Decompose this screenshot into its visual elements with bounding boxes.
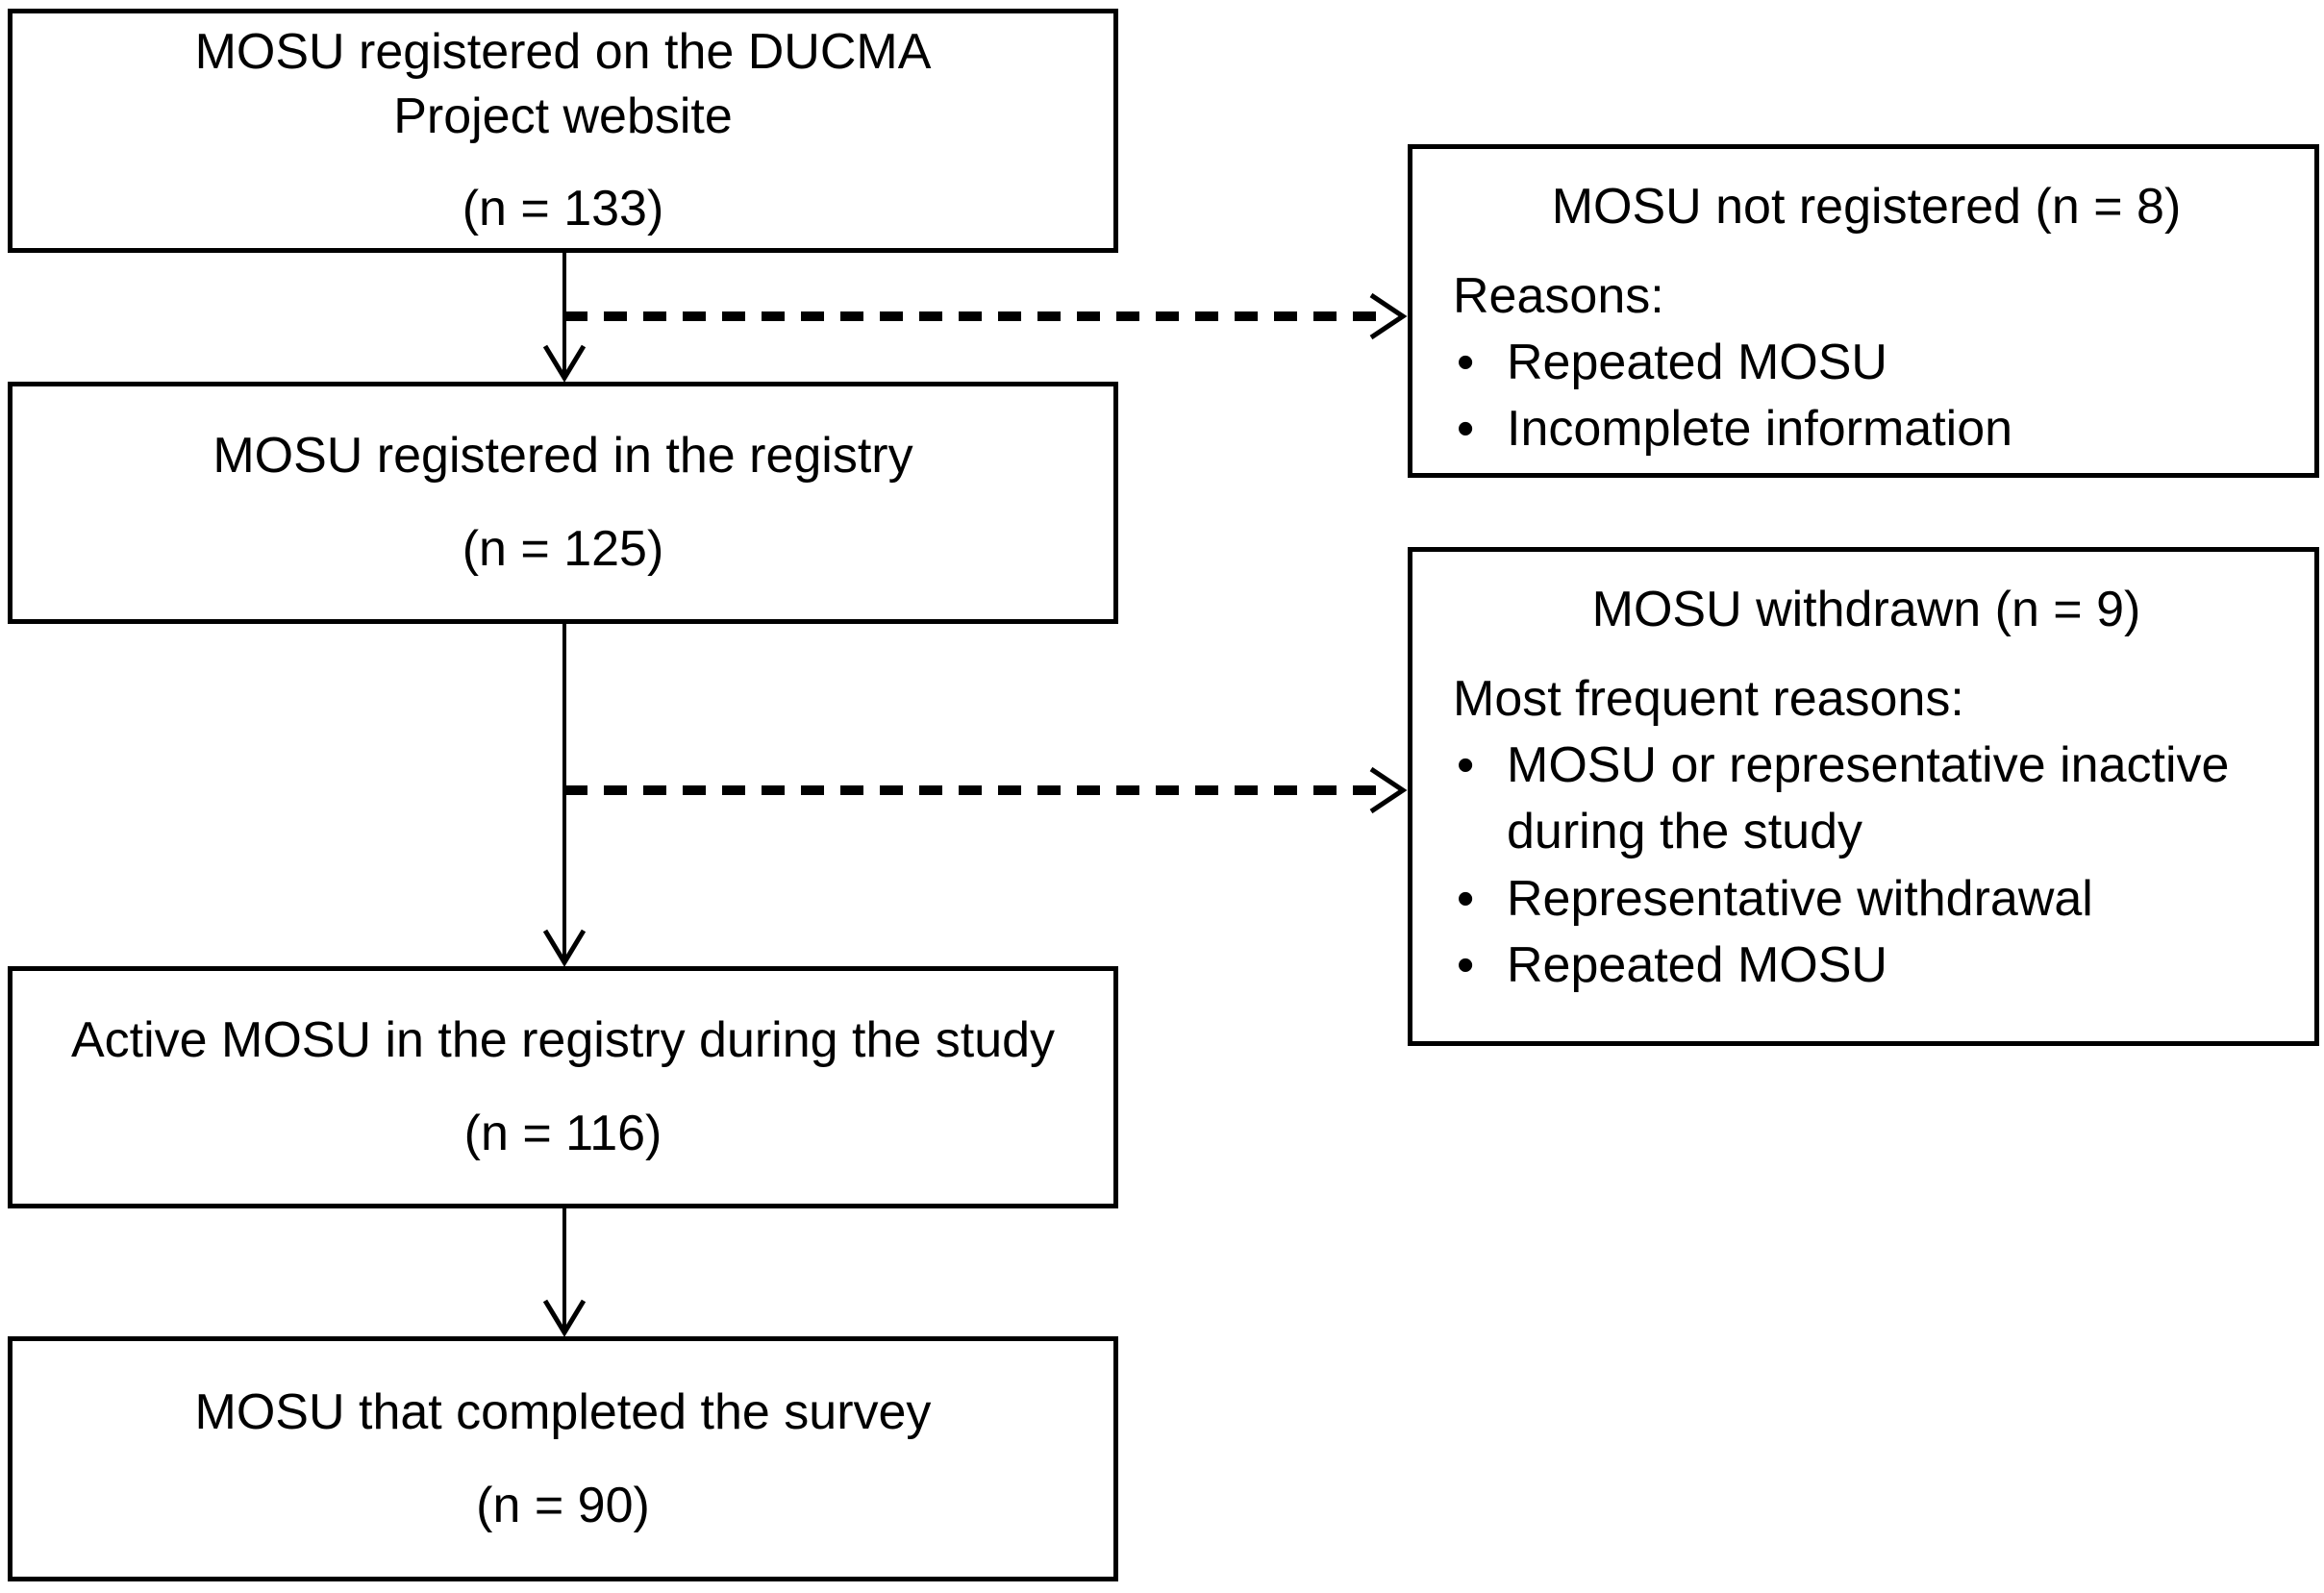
reason-item: Repeated MOSU	[1453, 330, 2280, 396]
dashed-arrow-not-registered	[564, 292, 1408, 340]
reasons-label: Reasons:	[1453, 268, 1664, 325]
flow-box-title: MOSU that completed the survey	[194, 1383, 932, 1440]
side-box-not-registered: MOSU not registered (n = 8) Reasons: Rep…	[1408, 144, 2319, 478]
reason-item: Incomplete information	[1453, 396, 2280, 462]
flow-box-registered-registry: MOSU registered in the registry (n = 125…	[8, 382, 1118, 624]
reasons-list: Repeated MOSU Incomplete information	[1453, 330, 2280, 462]
arrow-website-to-registry	[542, 253, 587, 383]
reasons-label: Most frequent reasons:	[1453, 671, 1964, 728]
sample-size: (n = 125)	[462, 521, 664, 577]
side-box-title: MOSU not registered (n = 8)	[1551, 179, 2182, 235]
reasons-list: MOSU or representative inactive during t…	[1453, 733, 2280, 999]
flow-box-title: MOSU registered on the DUCMA Project web…	[194, 24, 932, 144]
reason-item: Repeated MOSU	[1453, 933, 2280, 999]
reason-item: MOSU or representative inactive during t…	[1453, 733, 2280, 865]
flow-box-registered-website: MOSU registered on the DUCMA Project web…	[8, 9, 1118, 253]
sample-size: (n = 133)	[462, 181, 664, 237]
reason-item: Representative withdrawal	[1453, 866, 2280, 933]
side-box-title: MOSU withdrawn (n = 9)	[1591, 582, 2141, 637]
flow-box-completed-survey: MOSU that completed the survey (n = 90)	[8, 1336, 1118, 1581]
side-box-withdrawn: MOSU withdrawn (n = 9) Most frequent rea…	[1408, 547, 2319, 1046]
sample-size: (n = 90)	[476, 1477, 650, 1533]
arrow-registry-to-active	[542, 623, 587, 967]
dashed-arrow-withdrawn	[564, 766, 1408, 814]
flow-box-title: MOSU registered in the registry	[212, 428, 913, 485]
arrow-active-to-survey	[542, 1208, 587, 1337]
sample-size: (n = 116)	[463, 1106, 662, 1161]
flow-box-title: Active MOSU in the registry during the s…	[70, 1012, 1056, 1069]
flow-box-active-registry: Active MOSU in the registry during the s…	[8, 966, 1118, 1208]
